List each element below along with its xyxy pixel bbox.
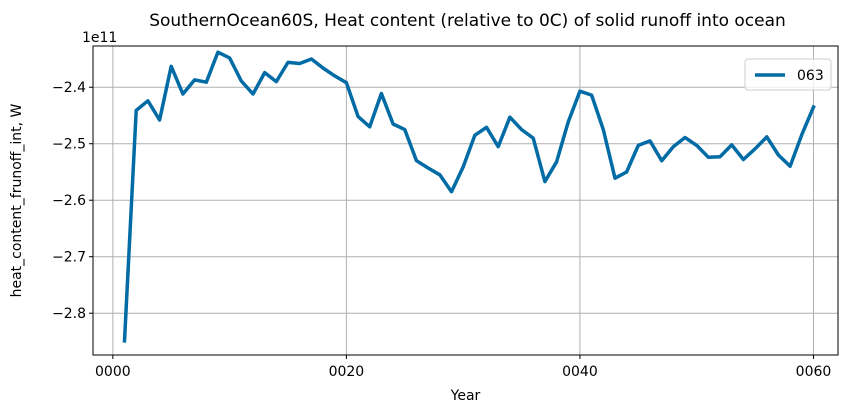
x-tick-label: 0020: [329, 364, 365, 380]
x-tick-label: 0040: [562, 364, 598, 380]
y-tick-label: −2.7: [52, 250, 86, 266]
series-layer: [122, 50, 816, 343]
x-tick-label: 0060: [796, 364, 832, 380]
y-tick-label: −2.4: [52, 80, 86, 96]
chart-title: SouthernOcean60S, Heat content (relative…: [149, 11, 786, 31]
x-axis: 0000 0020 0040 0060: [95, 355, 831, 380]
legend: 063: [744, 58, 832, 91]
y-offset-label: 1e11: [82, 30, 117, 46]
x-axis-label: Year: [450, 388, 481, 404]
y-axis-label: heat_content_frunoff_int, W: [9, 103, 25, 297]
y-tick-label: −2.8: [52, 306, 86, 322]
y-axis: −2.8 −2.7 −2.6 −2.5 −2.4: [52, 80, 93, 322]
x-tick-label: 0000: [95, 364, 131, 380]
series-line: [122, 50, 816, 343]
legend-box: [744, 58, 832, 91]
grid: [93, 46, 838, 355]
y-tick-label: −2.6: [52, 193, 86, 209]
y-tick-label: −2.5: [52, 137, 86, 153]
legend-label: 063: [797, 68, 824, 84]
